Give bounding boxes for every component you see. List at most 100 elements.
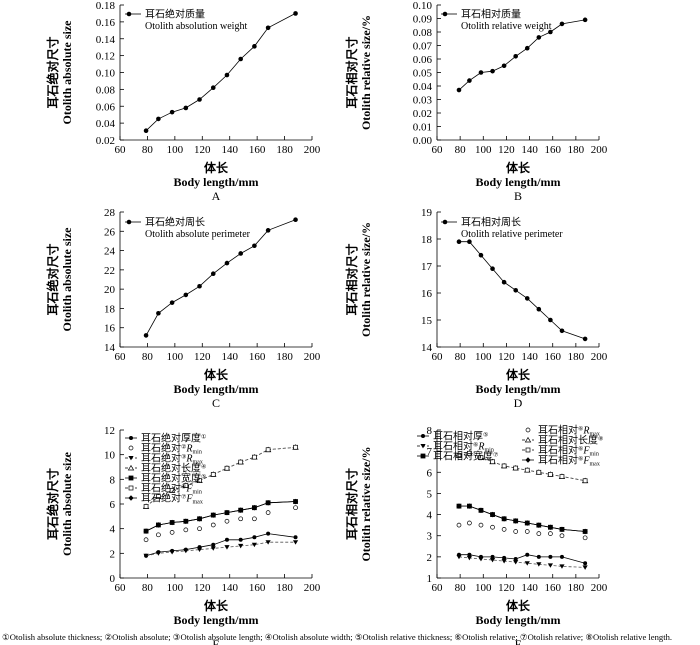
data-point [456,453,462,458]
y-tick-label: 4 [110,524,116,536]
legend-entry: 耳石相对⑥Fmin [538,444,599,458]
data-point [251,504,257,511]
x-tick-label: 100 [167,351,184,363]
legend-subscript: min [485,448,494,454]
x-tick-label: 200 [591,351,608,363]
data-point [169,488,175,493]
data-point [265,447,271,453]
data-point [467,552,472,557]
data-point [238,537,243,542]
data-point [559,21,565,27]
x-tick-label: 160 [544,351,561,363]
data-point [582,565,588,570]
legend-label-en: Otolith relative weight [461,21,552,32]
y-tick-label: 0.10 [96,68,116,80]
data-point [293,444,298,450]
y-axis-title: Otolith absolute size [60,227,74,332]
data-point [169,519,175,526]
y-tick-label: 2 [427,552,433,564]
legend-circled-number: ⑤ [483,432,488,439]
y-tick-label: 18 [421,234,433,246]
data-point [183,548,189,554]
legend-subscript: min [590,452,599,458]
data-point [156,116,161,122]
y-axis-title-cn: 耳石相对尺寸 [344,243,359,315]
data-point [548,531,553,536]
legend-marker [128,456,134,461]
legend-subscript: max [193,460,203,466]
legend-symbol: F [185,494,193,505]
x-tick-label: 120 [498,144,515,156]
x-tick-label: 180 [276,351,293,363]
x-axis-title-cn: 体长 [204,367,229,382]
chart-panel-c: 14 16 18 20 22 24 26 28 60 80 100 120 140 160 180 200 体长… [45,207,321,410]
x-tick-label: 60 [115,144,127,156]
y-tick-label: 0.12 [96,51,115,63]
legend-text: 耳石相对长度 [538,434,598,447]
data-point [196,547,203,553]
data-point [525,552,530,557]
panel-label: D [514,396,523,410]
y-tick-label: 16 [421,288,433,300]
data-point [501,463,507,469]
x-tick-label: 100 [167,582,184,594]
y-axis-title: Otolith relative size/% [359,15,373,130]
data-point [265,540,271,545]
x-tick-label: 100 [475,144,492,156]
data-point [196,516,203,522]
legend-marker [525,457,531,463]
data-point [490,554,495,559]
data-point [183,483,189,488]
y-axis-title: Otolith relative size/% [359,446,373,561]
y-tick-label: 0.05 [413,68,433,80]
y-tick-label: 0.07 [413,41,433,53]
y-tick-label: 14 [421,342,433,354]
y-tick-label: 0.10 [413,0,433,12]
legend-marker [128,485,134,491]
x-tick-label: 120 [194,144,211,156]
x-axis-title: Body length/mm [475,175,560,189]
data-point [536,306,542,312]
y-axis-title-cn: 耳石相对尺寸 [344,468,359,540]
y-axis-title: Otolith absolute size [60,20,74,125]
data-point [467,239,472,244]
data-point [183,527,189,533]
data-point [536,554,541,559]
y-tick-label: 10 [104,450,116,462]
data-point [197,478,202,483]
y-tick-label: 0 [110,573,116,585]
data-point [224,509,230,516]
legend-marker [442,219,448,225]
legend-text: 耳石相对 [538,444,578,457]
y-tick-label: 6 [110,499,116,511]
y-tick-label: 0.18 [96,0,116,12]
legend-text: 耳石相对宽度 [433,450,493,463]
x-axis-title: Body length/mm [475,382,560,396]
data-point [501,527,507,532]
data-point [456,239,462,244]
legend-marker [442,11,448,17]
legend-marker [127,464,135,471]
data-point [548,472,553,477]
legend-circled-number: ⑧ [598,436,603,443]
data-point [211,542,216,547]
legend-subscript: max [590,462,600,468]
x-tick-label: 120 [498,582,515,594]
x-tick-label: 80 [142,144,154,156]
series-line-1 [459,241,586,340]
legend-circled-number: ⑦ [181,494,186,501]
y-tick-label: 0.06 [413,54,433,66]
data-point [238,516,244,522]
data-point [478,507,484,514]
legend-circled-number: ⑥ [473,442,478,449]
data-point [559,474,565,479]
y-tick-label: 24 [104,246,116,258]
legend-marker [524,436,532,443]
data-point [489,511,496,518]
data-point [536,469,542,475]
data-point [224,537,229,542]
data-point [238,56,243,62]
data-point [238,543,244,549]
x-axis-title: Body length/mm [173,613,258,627]
